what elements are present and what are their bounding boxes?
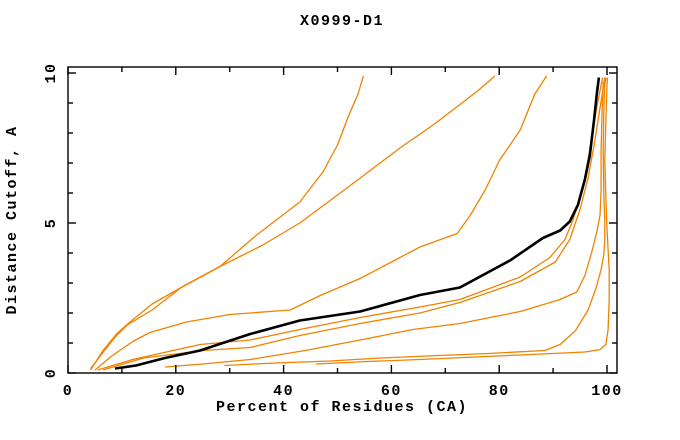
plot-frame — [67, 66, 618, 374]
y-tick-label: 0 — [43, 368, 60, 379]
reference-curve — [114, 77, 601, 370]
y-axis-label: Distance Cutoff, A — [4, 125, 21, 314]
axis-ticks — [67, 67, 617, 374]
plot-title: X0999-D1 — [300, 13, 384, 30]
frame-rect — [67, 66, 618, 374]
model-curve-3 — [94, 75, 548, 371]
curves — [90, 75, 610, 371]
x-tick-label: 80 — [489, 383, 510, 400]
y-tick-label: 10 — [43, 62, 60, 83]
model-curve-6 — [164, 81, 604, 368]
model-curve-8 — [315, 77, 610, 365]
x-tick-label: 0 — [63, 383, 74, 400]
x-axis-label: Percent of Residues (CA) — [216, 399, 468, 416]
x-tick-label: 20 — [165, 383, 186, 400]
x-tick-label: 60 — [381, 383, 402, 400]
y-tick-label: 5 — [43, 218, 60, 229]
x-tick-label: 100 — [591, 383, 623, 400]
model-curve-5 — [102, 77, 606, 371]
model-curve-2 — [90, 75, 496, 371]
tick-labels: 0 20 40 60 80 100 0 5 10 — [43, 62, 623, 400]
model-curve-7 — [224, 77, 607, 367]
x-tick-label: 40 — [273, 383, 294, 400]
